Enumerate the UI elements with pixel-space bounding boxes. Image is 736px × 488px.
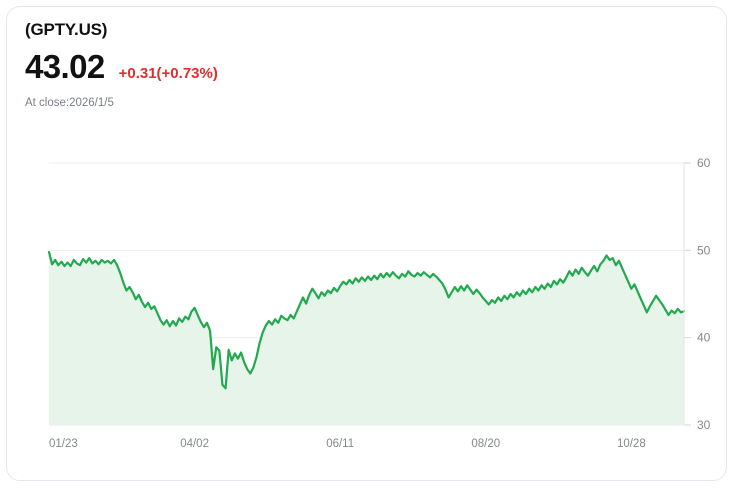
stock-quote-card: (GPTY.US) 43.02 +0.31(+0.73%) At close:2…	[6, 6, 727, 481]
current-price: 43.02	[25, 48, 105, 85]
price-change: +0.31(+0.73%)	[118, 65, 218, 82]
x-axis-tick-label: 01/23	[49, 438, 78, 450]
price-line-path	[47, 250, 686, 390]
x-axis-tick-label: 10/28	[617, 438, 646, 450]
x-axis-tick-label: 08/20	[471, 438, 500, 450]
quote-row: 43.02 +0.31(+0.73%)	[25, 49, 218, 85]
x-axis-tick-label: 04/02	[180, 438, 209, 450]
y-axis-tick-label: 40	[697, 331, 711, 345]
chart-line	[47, 250, 686, 390]
y-axis-tick-label: 30	[697, 418, 711, 432]
area-fill-path	[49, 252, 684, 425]
ticker-symbol: (GPTY.US)	[25, 20, 108, 39]
market-status: At close:2026/1/5	[25, 97, 114, 109]
chart-area-fill	[49, 252, 684, 425]
y-axis-tick-label: 60	[697, 156, 711, 170]
y-axis-tick-label: 50	[697, 243, 711, 257]
price-chart-svg[interactable]: 30 40 50 60 01/23 04/02 06/11 08/20 10/28	[7, 147, 728, 467]
quote-header: (GPTY.US) 43.02 +0.31(+0.73%) At close:2…	[25, 19, 218, 110]
y-axis-labels: 30 40 50 60	[697, 156, 711, 432]
x-axis-tick-label: 06/11	[326, 438, 354, 450]
x-axis-labels: 01/23 04/02 06/11 08/20 10/28	[49, 438, 646, 450]
price-chart[interactable]: 30 40 50 60 01/23 04/02 06/11 08/20 10/28	[7, 147, 728, 467]
